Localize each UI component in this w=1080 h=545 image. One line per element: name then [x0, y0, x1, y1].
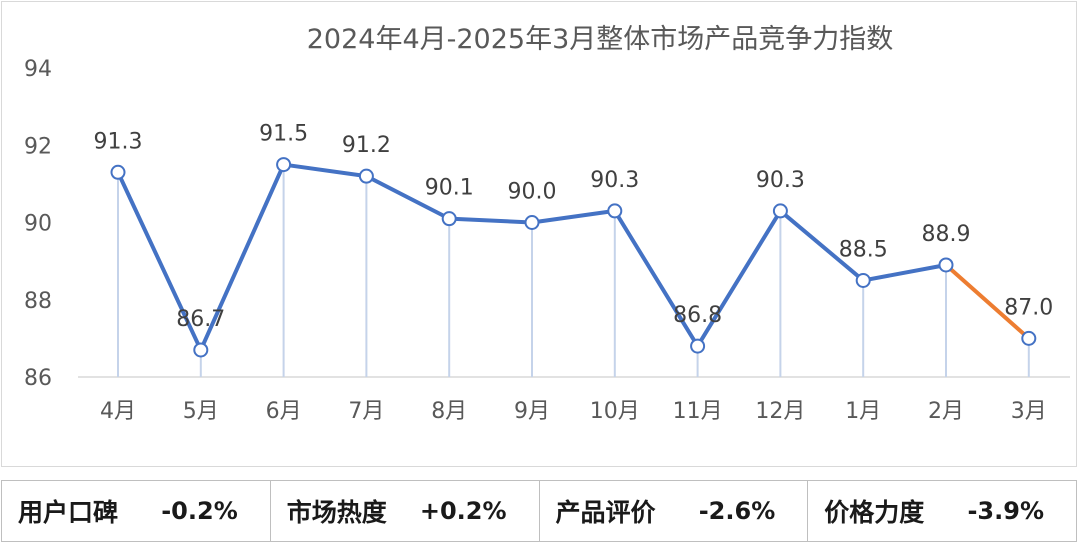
- x-tick-label: 6月: [266, 399, 302, 424]
- data-point: [358, 168, 374, 184]
- metric-label: 市场热度: [286, 498, 387, 527]
- data-label: 90.0: [508, 180, 557, 205]
- metric-label: 产品评价: [555, 498, 656, 527]
- x-axis: 4月 5月 6月 7月 8月 9月 10月 11月 12月 1月 2月 3月: [100, 399, 1047, 424]
- data-point: [690, 338, 706, 354]
- metric-market-heat: 市场热度 +0.2%: [271, 481, 540, 541]
- x-tick-label: 7月: [348, 399, 384, 424]
- line-segment: [364, 174, 452, 221]
- line-chart: 2024年4月-2025年3月整体市场产品竞争力指数 94 92 90 88 86 91…: [24, 24, 1070, 424]
- data-point: [855, 272, 871, 288]
- line-segment: [281, 162, 369, 179]
- x-tick-label: 12月: [755, 399, 805, 424]
- data-label: 91.3: [94, 129, 143, 154]
- data-label: 86.7: [176, 307, 225, 332]
- y-tick-label: 94: [24, 57, 52, 82]
- x-tick-label: 3月: [1011, 399, 1047, 424]
- line-segment: [447, 216, 534, 225]
- x-tick-label: 10月: [590, 399, 640, 424]
- x-tick-label: 2月: [928, 399, 964, 424]
- data-point: [193, 342, 209, 358]
- data-label: 88.5: [839, 237, 888, 262]
- data-point: [938, 257, 954, 273]
- data-point: [110, 164, 126, 180]
- y-tick-label: 92: [24, 134, 52, 159]
- x-tick-label: 8月: [431, 399, 467, 424]
- line-segment: [695, 208, 783, 349]
- y-tick-label: 90: [24, 212, 52, 237]
- data-label: 91.2: [342, 133, 391, 158]
- data-point: [524, 215, 540, 230]
- y-axis: 94 92 90 88 86: [24, 57, 52, 391]
- line-segment: [861, 262, 948, 283]
- line-segment: [612, 208, 700, 349]
- markers: [110, 157, 1037, 358]
- data-labels: 91.3 86.7 91.5 91.2 90.1 90.0 90.3 86.8 90.3 88.5…: [94, 122, 1054, 332]
- chart-frame: [1, 1, 1077, 467]
- data-label: 91.5: [259, 122, 308, 147]
- data-label: 86.8: [673, 303, 722, 328]
- series-line: [116, 162, 1031, 352]
- data-label: 87.0: [1004, 295, 1053, 320]
- metric-value: +0.2%: [419, 497, 507, 525]
- data-label: 90.1: [425, 176, 474, 201]
- metric-value: -2.6%: [698, 497, 776, 525]
- x-tick-label: 9月: [514, 399, 550, 424]
- chart-title: 2024年4月-2025年3月整体市场产品竞争力指数: [307, 24, 894, 55]
- data-label: 88.9: [922, 222, 971, 247]
- metric-product-rating: 产品评价 -2.6%: [540, 481, 809, 541]
- data-point: [276, 157, 292, 173]
- drop-lines: [117, 171, 1030, 377]
- x-tick-label: 11月: [673, 399, 723, 424]
- metric-label: 价格力度: [824, 498, 925, 527]
- data-label: 90.3: [756, 168, 805, 193]
- x-tick-label: 5月: [183, 399, 219, 424]
- metric-price-strength: 价格力度 -3.9%: [808, 481, 1076, 541]
- metric-user-reputation: 用户口碑 -0.2%: [2, 481, 271, 541]
- y-tick-label: 86: [24, 366, 52, 391]
- data-label: 90.3: [590, 168, 639, 193]
- data-point: [607, 203, 623, 219]
- data-point: [441, 211, 457, 227]
- metrics-bar: 用户口碑 -0.2% 市场热度 +0.2% 产品评价 -2.6% 价格力度 -3…: [1, 480, 1077, 542]
- data-point: [1021, 330, 1037, 346]
- line-segment: [530, 208, 617, 225]
- line-segment: [198, 162, 286, 352]
- metric-value: -0.2%: [161, 497, 238, 525]
- data-point: [772, 203, 788, 219]
- y-tick-label: 88: [24, 289, 52, 314]
- line-segment: [778, 208, 866, 283]
- line-segment: [116, 170, 203, 352]
- line-segment: [944, 262, 1031, 341]
- x-tick-label: 1月: [845, 399, 881, 424]
- metric-value: -3.9%: [967, 497, 1044, 525]
- x-tick-label: 4月: [100, 399, 136, 424]
- metric-label: 用户口碑: [18, 498, 119, 527]
